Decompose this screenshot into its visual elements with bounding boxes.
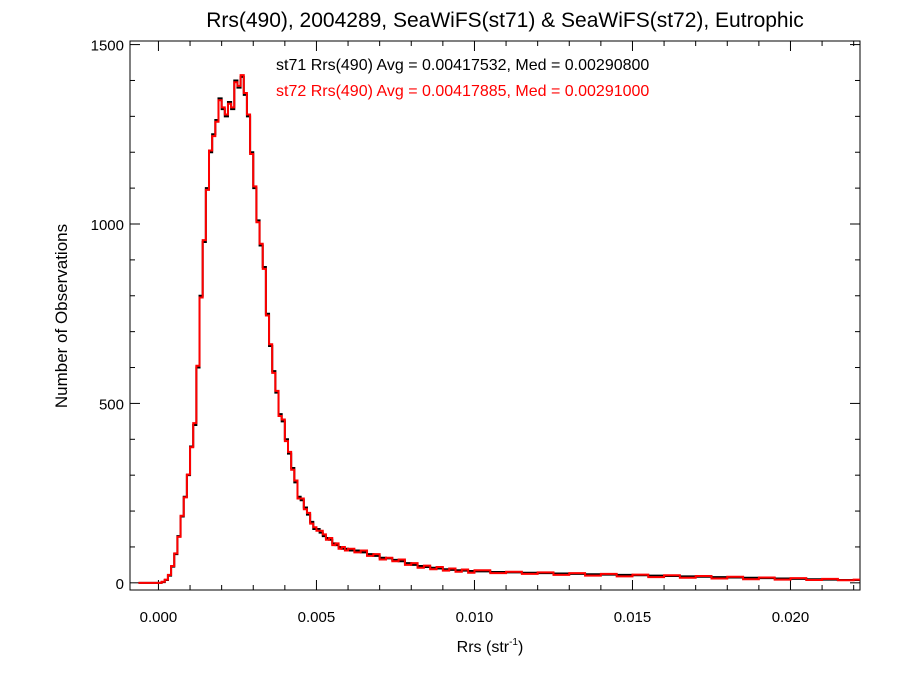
- y-axis-label: Number of Observations: [52, 224, 71, 408]
- y-axis-ticks: 0 500 1000 1500: [91, 38, 860, 593]
- x-tick-label: 0.000: [140, 609, 178, 626]
- x-tick-label: 0.010: [456, 609, 494, 626]
- x-tick-label: 0.020: [772, 609, 810, 626]
- series-st72-line: [138, 74, 860, 584]
- x-axis-label-sup: -1: [509, 637, 518, 648]
- series-layer: [138, 74, 860, 584]
- x-axis-ticks: 0.000 0.005 0.010 0.015 0.020: [140, 41, 855, 626]
- x-tick-label: 0.015: [614, 609, 652, 626]
- x-axis-label-main: Rrs (str: [457, 639, 510, 656]
- x-axis-label: Rrs (str-1): [457, 637, 524, 656]
- series-st71-line: [138, 75, 860, 584]
- y-tick-label: 0: [116, 576, 124, 593]
- plot-frame: [129, 40, 861, 591]
- y-tick-label: 1000: [91, 217, 124, 234]
- x-axis-label-close: ): [518, 639, 523, 656]
- chart-title: Rrs(490), 2004289, SeaWiFS(st71) & SeaWi…: [206, 9, 804, 32]
- annotation-st72: st72 Rrs(490) Avg = 0.00417885, Med = 0.…: [276, 83, 649, 100]
- x-tick-label: 0.005: [298, 609, 336, 626]
- y-tick-label: 1500: [91, 38, 124, 55]
- annotation-st71: st71 Rrs(490) Avg = 0.00417532, Med = 0.…: [276, 57, 649, 74]
- y-tick-label: 500: [99, 396, 124, 413]
